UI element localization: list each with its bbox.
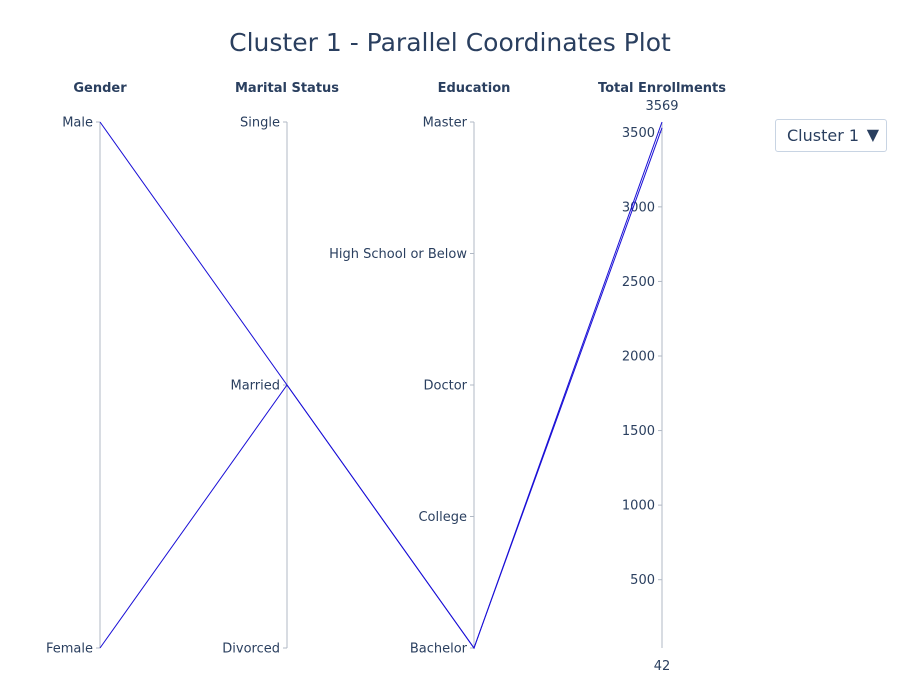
tick-label-female: Female bbox=[46, 642, 93, 657]
axis-title-total-enrollments: Total Enrollments bbox=[598, 81, 726, 96]
tick-label-2500: 2500 bbox=[622, 275, 655, 290]
tick-label-1500: 1500 bbox=[622, 424, 655, 439]
cluster-dropdown-label: Cluster 1 bbox=[787, 126, 860, 145]
data-line-1 bbox=[99, 121, 663, 650]
tick-label-3000: 3000 bbox=[622, 200, 655, 215]
tick-label-bachelor: Bachelor bbox=[410, 642, 468, 657]
tick-label-2000: 2000 bbox=[622, 349, 655, 364]
tick-label-doctor: Doctor bbox=[423, 379, 467, 394]
tick-label-1000: 1000 bbox=[622, 499, 655, 514]
tick-label-master: Master bbox=[423, 116, 468, 131]
axis-range-max-label: 3569 bbox=[645, 99, 678, 114]
tick-label-500: 500 bbox=[630, 573, 655, 588]
axis-title-education: Education bbox=[438, 81, 511, 96]
axis-range-min-label: 42 bbox=[654, 659, 671, 674]
tick-label-married: Married bbox=[230, 379, 280, 394]
tick-label-high-school-or-below: High School or Below bbox=[329, 247, 467, 262]
axis-title-marital-status: Marital Status bbox=[235, 81, 339, 96]
tick-label-single: Single bbox=[240, 116, 280, 131]
chevron-down-icon: ▼ bbox=[866, 125, 879, 144]
axis-title-gender: Gender bbox=[73, 81, 127, 96]
tick-label-college: College bbox=[418, 510, 467, 525]
tick-label-divorced: Divorced bbox=[222, 642, 280, 657]
chart-title: Cluster 1 - Parallel Coordinates Plot bbox=[229, 28, 671, 57]
tick-label-3500: 3500 bbox=[622, 126, 655, 141]
data-line-2 bbox=[99, 127, 663, 650]
cluster-dropdown[interactable]: Cluster 1 ▼ bbox=[775, 119, 887, 152]
tick-label-male: Male bbox=[62, 116, 93, 131]
